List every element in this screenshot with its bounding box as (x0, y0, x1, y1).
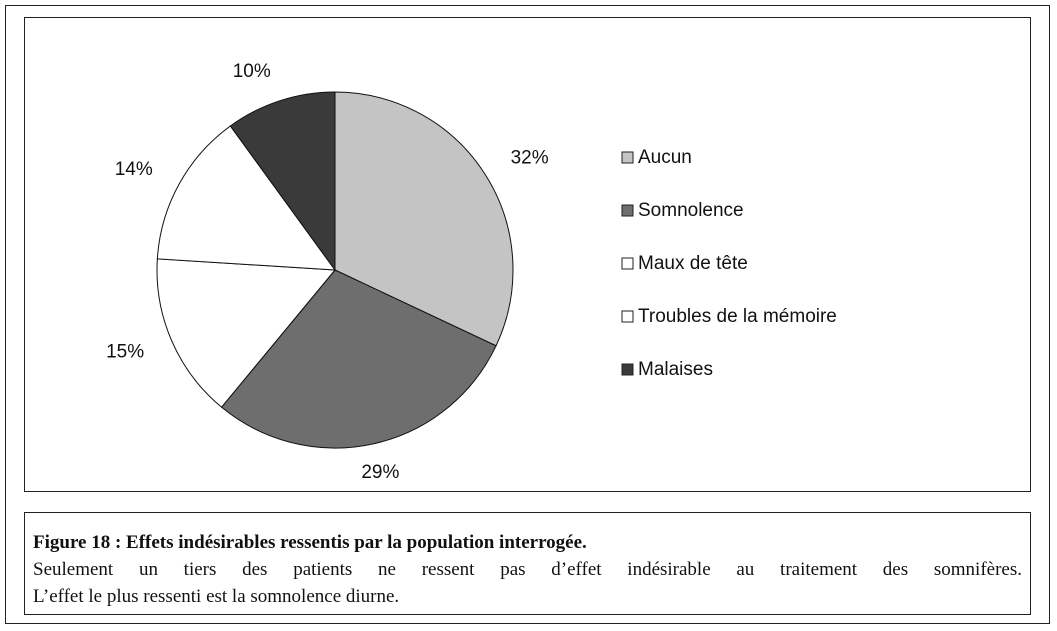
caption-line: Seulement un tiers des patients ne resse… (33, 559, 1022, 580)
data-label: 14% (115, 159, 153, 180)
legend-swatch (621, 151, 634, 164)
data-label: 10% (233, 61, 271, 82)
caption-title: Figure 18 : Effets indésirables ressenti… (33, 532, 587, 553)
pie-slice (334, 91, 514, 347)
legend-swatch (621, 363, 634, 376)
legend-label: Troubles de la mémoire (638, 306, 837, 327)
legend-swatch (621, 257, 634, 270)
caption: Figure 18 : Effets indésirables ressenti… (24, 512, 1031, 615)
legend-swatch (621, 204, 634, 217)
pie-slice (156, 258, 337, 408)
data-label: 15% (106, 342, 144, 363)
pie-slice (156, 125, 337, 271)
pie-slice (220, 269, 497, 449)
data-label: 32% (511, 148, 549, 169)
chart: 32% 29% 15% 14% 10% Aucun Somnolence Maux de tê… (24, 17, 1031, 492)
legend-label: Aucun (638, 147, 692, 168)
data-label: 29% (361, 462, 399, 483)
legend-label: Maux de tête (638, 253, 748, 274)
caption-line: L’effet le plus ressenti est la somnolen… (33, 586, 400, 607)
pie-slice (229, 91, 336, 272)
legend-label: Malaises (638, 359, 713, 380)
legend-swatch (621, 310, 634, 323)
legend-label: Somnolence (638, 200, 744, 221)
figure (5, 5, 1050, 624)
